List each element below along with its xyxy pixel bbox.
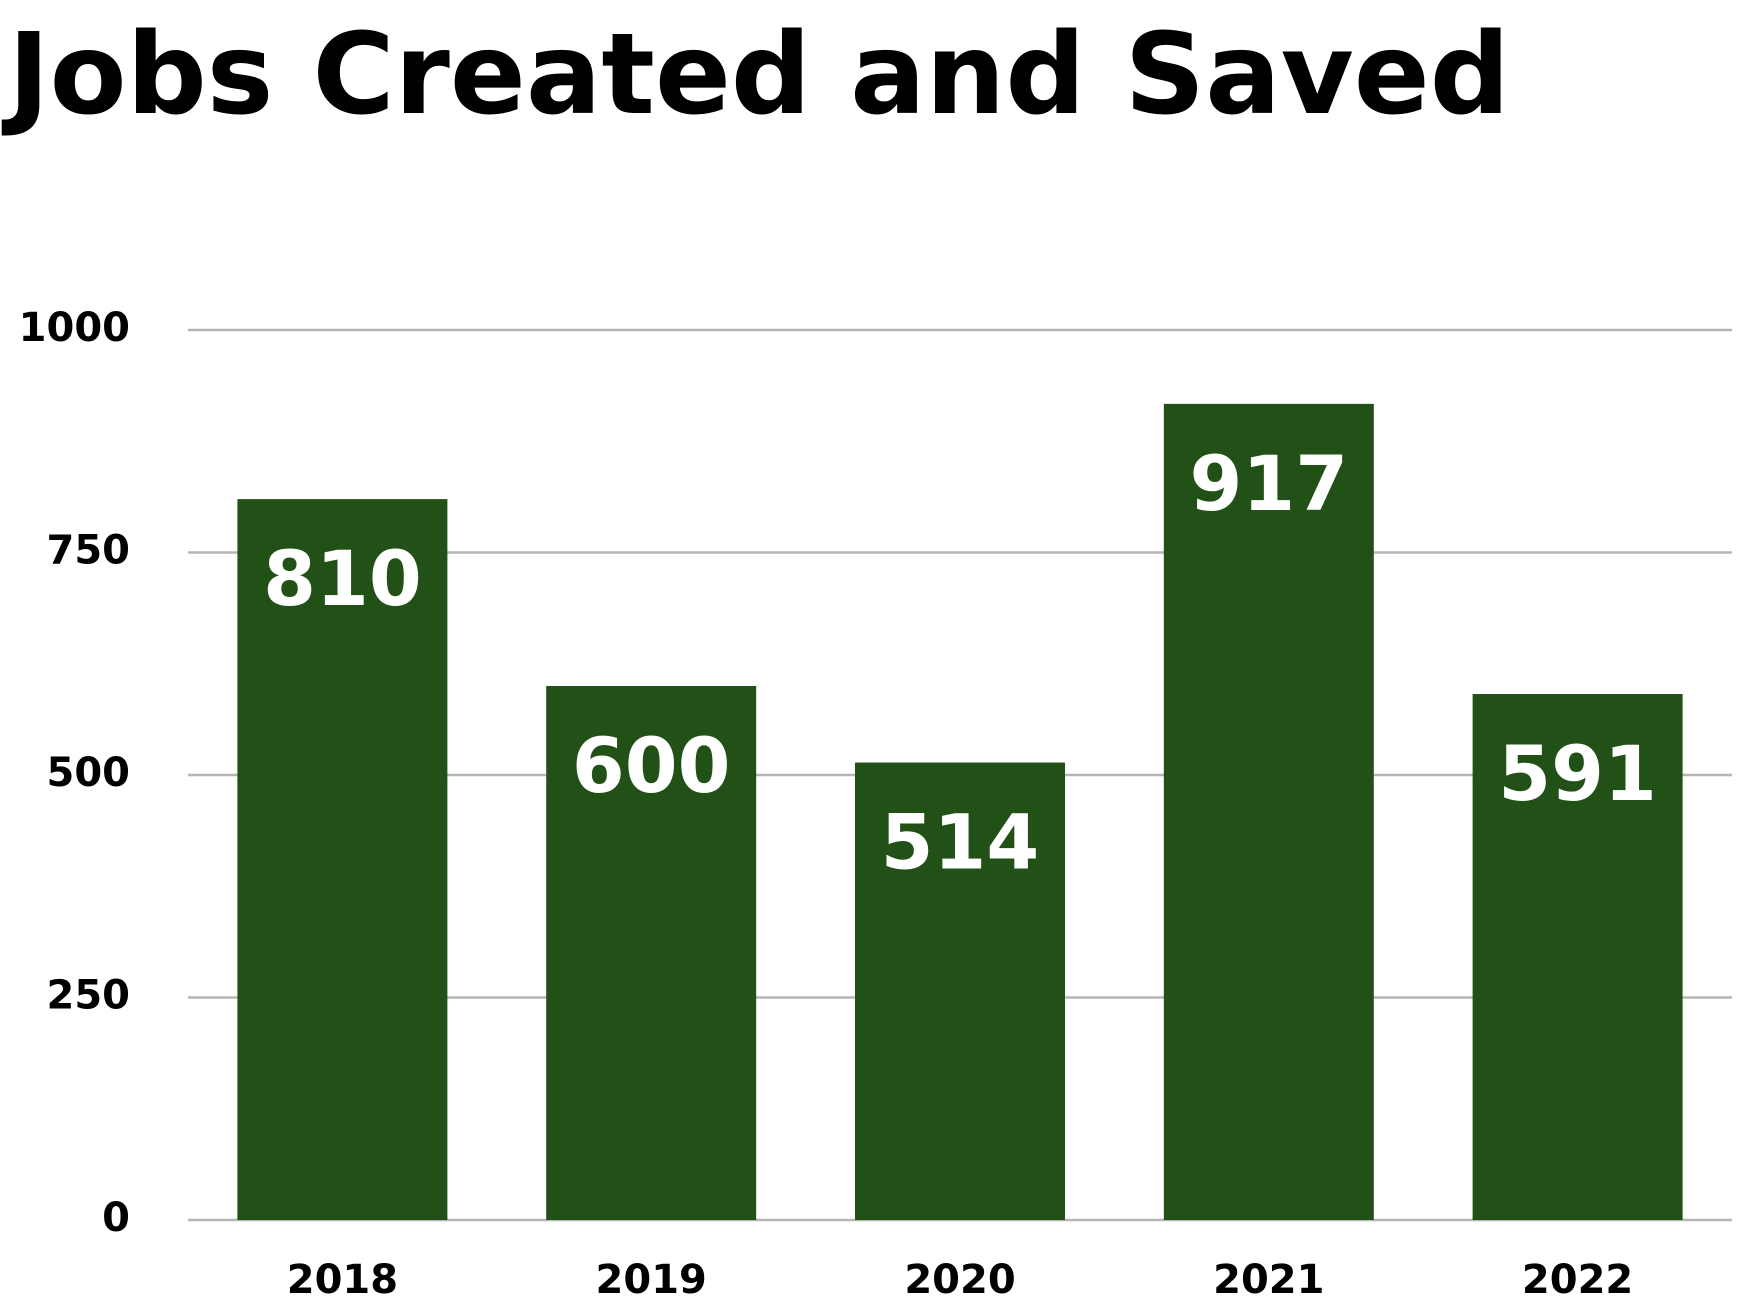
- y-tick-label: 250: [47, 973, 131, 1019]
- value-label: 600: [572, 721, 731, 810]
- y-tick-label: 500: [47, 750, 131, 796]
- x-tick-label: 2019: [596, 1257, 707, 1298]
- y-tick-label: 1000: [19, 305, 130, 351]
- value-label: 514: [881, 798, 1040, 887]
- value-label: 810: [263, 534, 422, 623]
- x-tick-label: 2022: [1522, 1257, 1633, 1298]
- bar: [1163, 403, 1374, 1220]
- chart-title: Jobs Created and Saved: [1, 10, 1510, 140]
- x-tick-label: 2020: [904, 1257, 1015, 1298]
- value-label: 591: [1498, 729, 1657, 818]
- y-tick-label: 0: [102, 1195, 130, 1241]
- bar: [237, 499, 448, 1221]
- bar: [1472, 694, 1683, 1220]
- y-tick-label: 750: [47, 528, 131, 574]
- x-tick-label: 2021: [1213, 1257, 1324, 1298]
- value-label: 917: [1189, 439, 1348, 528]
- bar: [546, 686, 757, 1220]
- x-tick-label: 2018: [287, 1257, 398, 1298]
- bar: [855, 762, 1065, 1220]
